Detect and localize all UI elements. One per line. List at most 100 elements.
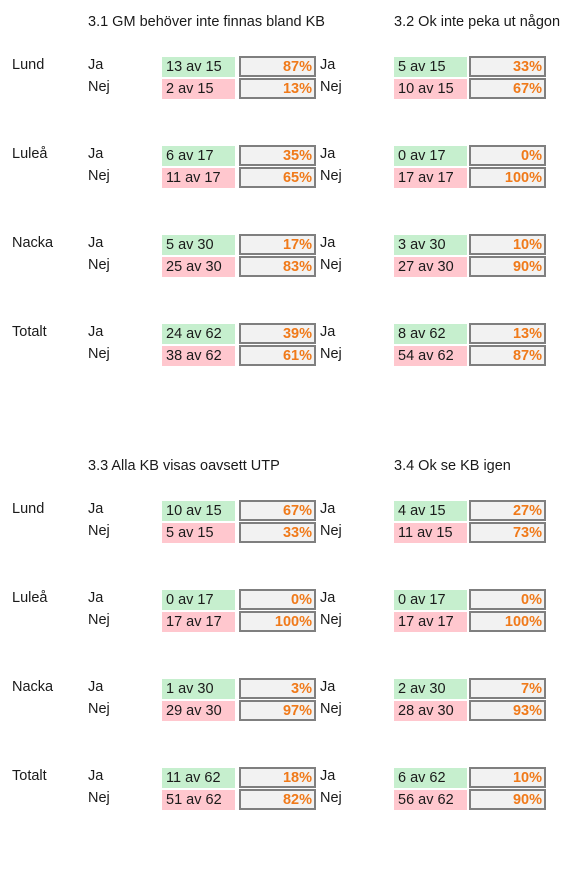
percent-cell-ja[interactable]: 67% [239,500,316,521]
answer-label-nej: Nej [88,168,110,184]
percent-cell-ja[interactable]: 3% [239,678,316,699]
count-cell-nej[interactable]: 54 av 62 [394,346,467,366]
count-cell-nej[interactable]: 25 av 30 [162,257,235,277]
percent-cell-nej[interactable]: 83% [239,256,316,277]
count-cell-nej[interactable]: 27 av 30 [394,257,467,277]
answer-label-nej: Nej [88,790,110,806]
percent-cell-ja[interactable]: 13% [469,323,546,344]
count-cell-ja[interactable]: 24 av 62 [162,324,235,344]
percent-cell-ja[interactable]: 10% [469,234,546,255]
answer-label-ja: Ja [88,235,104,251]
answer-label-ja: Ja [88,146,104,162]
answer-label-ja: Ja [320,590,336,606]
count-cell-nej[interactable]: 17 av 17 [162,612,235,632]
answer-label-nej: Nej [88,346,110,362]
location-label: Nacka [12,679,54,695]
count-cell-ja[interactable]: 0 av 17 [394,590,467,610]
answer-label-nej: Nej [320,79,342,95]
percent-cell-nej[interactable]: 97% [239,700,316,721]
percent-cell-ja[interactable]: 10% [469,767,546,788]
percent-cell-ja[interactable]: 35% [239,145,316,166]
percent-cell-nej[interactable]: 61% [239,345,316,366]
percent-cell-nej[interactable]: 90% [469,789,546,810]
answer-label-ja: Ja [320,146,336,162]
answer-label-ja: Ja [88,324,104,340]
answer-label-ja: Ja [320,679,336,695]
answer-label-nej: Nej [88,523,110,539]
location-label: Luleå [12,590,48,606]
percent-cell-nej[interactable]: 100% [469,167,546,188]
count-cell-ja[interactable]: 4 av 15 [394,501,467,521]
answer-label-nej: Nej [88,612,110,628]
percent-cell-nej[interactable]: 13% [239,78,316,99]
count-cell-nej[interactable]: 5 av 15 [162,523,235,543]
percent-cell-ja[interactable]: 7% [469,678,546,699]
percent-cell-ja[interactable]: 17% [239,234,316,255]
answer-label-nej: Nej [88,79,110,95]
percent-cell-ja[interactable]: 27% [469,500,546,521]
count-cell-ja[interactable]: 0 av 17 [162,590,235,610]
count-cell-ja[interactable]: 8 av 62 [394,324,467,344]
answer-label-ja: Ja [320,501,336,517]
count-cell-nej[interactable]: 17 av 17 [394,612,467,632]
percent-cell-nej[interactable]: 33% [239,522,316,543]
percent-cell-ja[interactable]: 0% [469,589,546,610]
answer-label-ja: Ja [320,324,336,340]
answer-label-nej: Nej [320,168,342,184]
percent-cell-ja[interactable]: 87% [239,56,316,77]
count-cell-nej[interactable]: 38 av 62 [162,346,235,366]
count-cell-ja[interactable]: 11 av 62 [162,768,235,788]
answer-label-ja: Ja [88,501,104,517]
percent-cell-nej[interactable]: 73% [469,522,546,543]
count-cell-nej[interactable]: 17 av 17 [394,168,467,188]
percent-cell-ja[interactable]: 0% [469,145,546,166]
location-label: Lund [12,501,45,517]
count-cell-nej[interactable]: 11 av 15 [394,523,467,543]
percent-cell-nej[interactable]: 90% [469,256,546,277]
percent-cell-ja[interactable]: 33% [469,56,546,77]
answer-label-ja: Ja [88,768,104,784]
count-cell-ja[interactable]: 13 av 15 [162,57,235,77]
count-cell-ja[interactable]: 3 av 30 [394,235,467,255]
section-title-right: 3.4 Ok se KB igen [394,458,511,474]
percent-cell-nej[interactable]: 100% [239,611,316,632]
count-cell-ja[interactable]: 6 av 62 [394,768,467,788]
count-cell-ja[interactable]: 6 av 17 [162,146,235,166]
location-label: Totalt [12,324,47,340]
count-cell-ja[interactable]: 5 av 15 [394,57,467,77]
answer-label-ja: Ja [320,768,336,784]
answer-label-nej: Nej [88,257,110,273]
percent-cell-nej[interactable]: 93% [469,700,546,721]
percent-cell-nej[interactable]: 65% [239,167,316,188]
count-cell-nej[interactable]: 11 av 17 [162,168,235,188]
location-label: Luleå [12,146,48,162]
answer-label-nej: Nej [320,346,342,362]
percent-cell-ja[interactable]: 39% [239,323,316,344]
count-cell-nej[interactable]: 2 av 15 [162,79,235,99]
location-label: Lund [12,57,45,73]
count-cell-ja[interactable]: 10 av 15 [162,501,235,521]
count-cell-ja[interactable]: 2 av 30 [394,679,467,699]
count-cell-ja[interactable]: 0 av 17 [394,146,467,166]
count-cell-nej[interactable]: 29 av 30 [162,701,235,721]
percent-cell-ja[interactable]: 18% [239,767,316,788]
count-cell-nej[interactable]: 10 av 15 [394,79,467,99]
answer-label-nej: Nej [320,257,342,273]
percent-cell-ja[interactable]: 0% [239,589,316,610]
answer-label-ja: Ja [320,235,336,251]
count-cell-nej[interactable]: 28 av 30 [394,701,467,721]
count-cell-nej[interactable]: 56 av 62 [394,790,467,810]
answer-label-nej: Nej [320,701,342,717]
section-title-left: 3.1 GM behöver inte finnas bland KB [88,14,325,30]
percent-cell-nej[interactable]: 82% [239,789,316,810]
count-cell-ja[interactable]: 5 av 30 [162,235,235,255]
answer-label-nej: Nej [88,701,110,717]
count-cell-ja[interactable]: 1 av 30 [162,679,235,699]
location-label: Totalt [12,768,47,784]
answer-label-ja: Ja [88,590,104,606]
percent-cell-nej[interactable]: 87% [469,345,546,366]
answer-label-ja: Ja [320,57,336,73]
count-cell-nej[interactable]: 51 av 62 [162,790,235,810]
percent-cell-nej[interactable]: 100% [469,611,546,632]
percent-cell-nej[interactable]: 67% [469,78,546,99]
